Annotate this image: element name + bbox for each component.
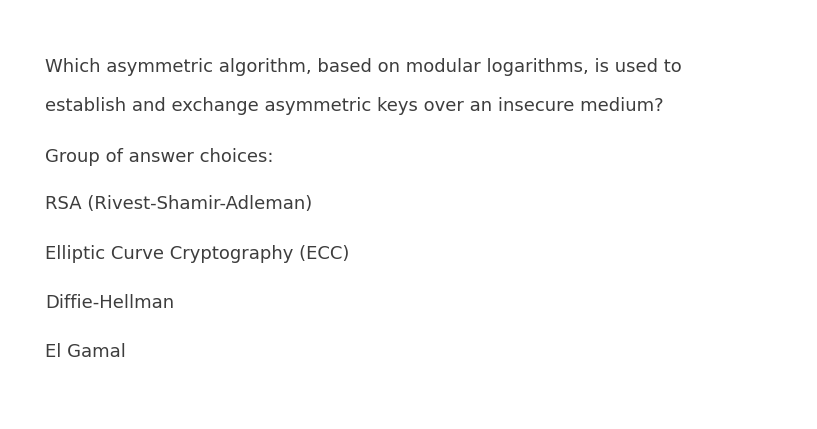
Text: El Gamal: El Gamal [45, 343, 126, 361]
Text: Group of answer choices:: Group of answer choices: [45, 148, 274, 166]
Text: establish and exchange asymmetric keys over an insecure medium?: establish and exchange asymmetric keys o… [45, 97, 663, 115]
Text: Diffie-Hellman: Diffie-Hellman [45, 294, 174, 312]
Text: Elliptic Curve Cryptography (ECC): Elliptic Curve Cryptography (ECC) [45, 245, 350, 263]
Text: RSA (Rivest-Shamir-Adleman): RSA (Rivest-Shamir-Adleman) [45, 195, 312, 213]
Text: Which asymmetric algorithm, based on modular logarithms, is used to: Which asymmetric algorithm, based on mod… [45, 58, 681, 76]
